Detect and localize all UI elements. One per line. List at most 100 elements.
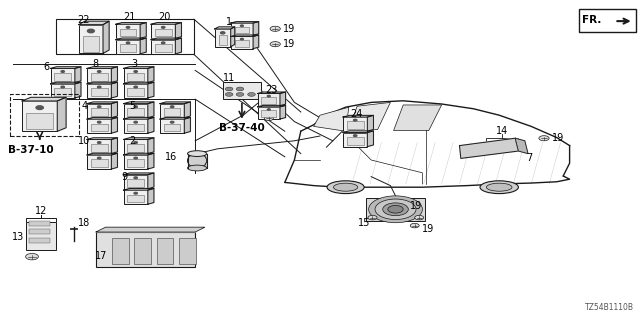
Bar — [91, 73, 108, 81]
Bar — [120, 29, 136, 36]
Bar — [87, 104, 111, 118]
Polygon shape — [367, 131, 374, 147]
Bar — [127, 179, 144, 187]
Bar — [164, 108, 180, 116]
Polygon shape — [151, 38, 182, 40]
Polygon shape — [160, 117, 191, 119]
Bar — [22, 101, 58, 131]
Bar — [87, 140, 111, 154]
Circle shape — [97, 142, 101, 143]
Bar — [235, 27, 250, 33]
Polygon shape — [58, 97, 66, 131]
Bar — [51, 68, 75, 83]
Polygon shape — [87, 138, 118, 140]
Circle shape — [236, 92, 244, 96]
Circle shape — [383, 203, 408, 216]
Circle shape — [126, 42, 130, 44]
Ellipse shape — [188, 165, 207, 171]
Bar — [179, 238, 196, 264]
Bar — [127, 73, 144, 81]
Circle shape — [134, 71, 138, 72]
Bar — [151, 24, 175, 38]
Bar — [29, 229, 50, 234]
Ellipse shape — [188, 151, 207, 156]
Bar — [134, 238, 151, 264]
Circle shape — [388, 205, 403, 213]
Polygon shape — [231, 27, 235, 47]
Bar — [155, 44, 172, 52]
Polygon shape — [231, 35, 259, 36]
Bar — [124, 175, 148, 189]
Bar — [214, 29, 230, 47]
Bar — [10, 94, 79, 136]
Bar — [91, 108, 108, 116]
Bar — [116, 24, 140, 38]
Polygon shape — [124, 173, 154, 175]
Bar — [257, 93, 280, 106]
Bar — [151, 40, 175, 54]
Circle shape — [268, 95, 270, 97]
Polygon shape — [175, 38, 182, 54]
Circle shape — [36, 106, 44, 109]
Text: 3: 3 — [131, 59, 138, 69]
Bar — [29, 221, 50, 226]
Polygon shape — [151, 23, 182, 24]
Bar — [157, 238, 173, 264]
Polygon shape — [140, 23, 147, 38]
Bar — [26, 222, 56, 250]
Bar — [116, 40, 140, 54]
Text: B-37-10: B-37-10 — [8, 145, 54, 156]
Polygon shape — [314, 107, 349, 131]
Text: 15: 15 — [358, 218, 371, 228]
Circle shape — [170, 121, 174, 123]
Polygon shape — [75, 67, 81, 83]
Text: 19: 19 — [410, 201, 422, 212]
Bar — [343, 132, 367, 147]
Text: 16: 16 — [165, 152, 177, 162]
Text: 10: 10 — [78, 136, 90, 147]
Polygon shape — [124, 82, 154, 84]
Circle shape — [26, 253, 38, 260]
Text: 4: 4 — [82, 101, 88, 111]
Polygon shape — [111, 82, 118, 98]
Text: 2: 2 — [129, 136, 136, 147]
Polygon shape — [87, 102, 118, 104]
Polygon shape — [257, 92, 285, 93]
Ellipse shape — [480, 181, 518, 194]
Text: 14: 14 — [496, 125, 508, 136]
Text: 23: 23 — [266, 84, 278, 95]
Circle shape — [375, 199, 416, 220]
Polygon shape — [231, 22, 259, 23]
Polygon shape — [184, 117, 191, 133]
Ellipse shape — [333, 183, 358, 191]
Bar — [218, 35, 227, 45]
Bar — [347, 137, 364, 145]
Circle shape — [241, 38, 243, 40]
Polygon shape — [148, 82, 154, 98]
Bar — [87, 84, 111, 98]
Polygon shape — [280, 105, 285, 119]
Text: 19: 19 — [552, 133, 564, 143]
Text: 24: 24 — [351, 108, 363, 119]
Text: 22: 22 — [77, 15, 90, 26]
Bar — [127, 159, 144, 167]
Bar — [160, 119, 184, 133]
Bar — [124, 190, 148, 204]
Ellipse shape — [188, 154, 207, 168]
Polygon shape — [111, 102, 118, 118]
Polygon shape — [349, 102, 390, 130]
Polygon shape — [111, 153, 118, 169]
Polygon shape — [124, 117, 154, 119]
Circle shape — [61, 71, 65, 72]
Text: FR.: FR. — [582, 15, 602, 26]
Circle shape — [241, 25, 243, 27]
Circle shape — [221, 32, 225, 34]
Circle shape — [368, 215, 377, 220]
Text: 1: 1 — [226, 17, 232, 28]
Bar — [579, 9, 636, 32]
Bar — [127, 88, 144, 96]
Polygon shape — [140, 38, 147, 54]
Circle shape — [97, 157, 101, 159]
Text: 18: 18 — [78, 218, 90, 228]
Polygon shape — [116, 38, 147, 40]
